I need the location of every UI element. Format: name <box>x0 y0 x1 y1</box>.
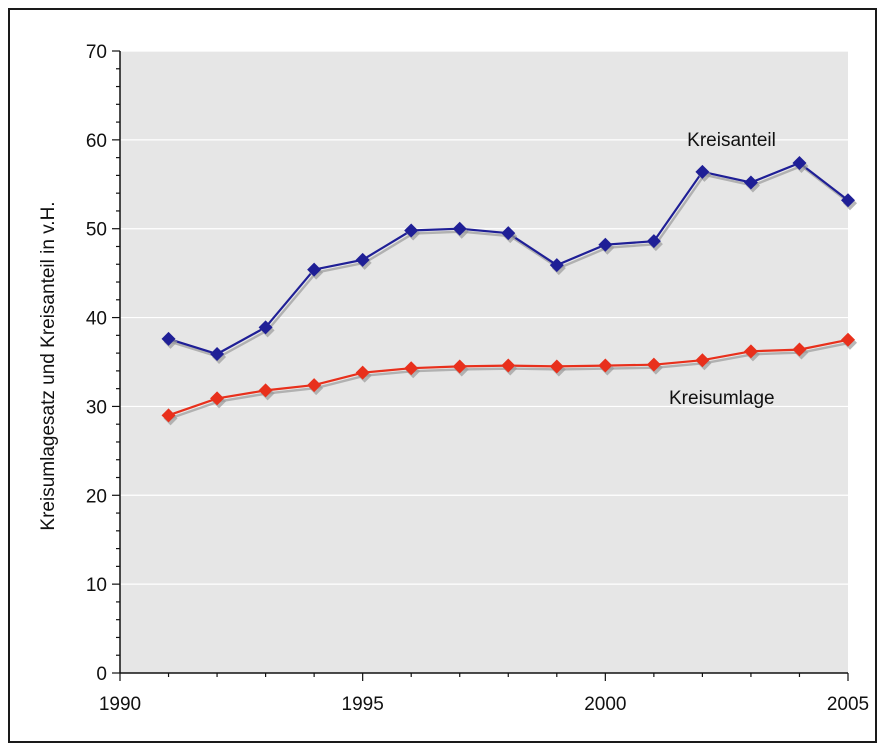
x-tick-label: 1990 <box>99 694 141 715</box>
axes <box>112 50 849 681</box>
data-point <box>841 332 855 347</box>
y-tick-label: 30 <box>86 397 107 418</box>
tick-labels: 0 10 20 30 40 50 60 70 1990 1995 2000 2005 <box>86 42 869 715</box>
y-tick-label: 40 <box>86 309 107 330</box>
data-point <box>161 331 176 346</box>
x-tick-label: 1995 <box>342 694 384 715</box>
y-tick-label: 10 <box>86 575 107 596</box>
data-point <box>355 365 370 380</box>
data-point <box>258 320 273 335</box>
data-point <box>355 252 370 267</box>
data-point <box>841 193 855 208</box>
data-point <box>307 262 322 277</box>
series-label-kreisumlage: Kreisumlage <box>669 388 775 409</box>
data-point <box>743 175 758 190</box>
data-point <box>404 361 419 376</box>
data-point <box>598 358 613 373</box>
y-tick-label: 20 <box>86 486 107 507</box>
data-point <box>501 226 516 241</box>
data-point <box>452 359 467 374</box>
data-point <box>549 258 564 273</box>
data-point <box>404 223 419 238</box>
y-tick-label: 70 <box>86 42 107 63</box>
data-point <box>307 378 322 393</box>
data-point <box>598 237 613 252</box>
line-chart: 0 10 20 30 40 50 60 70 1990 1995 2000 2005 Kreisuml… <box>38 42 869 715</box>
data-point <box>258 383 273 398</box>
data-point <box>792 155 807 170</box>
y-axis-title: Kreisumlagesatz und Kreisanteil in v.H. <box>38 201 59 530</box>
series-label-kreisanteil: Kreisanteil <box>687 130 776 151</box>
data-point <box>452 221 467 236</box>
series <box>161 155 857 426</box>
series-kreisumlage <box>161 332 857 426</box>
chart-frame: 0 10 20 30 40 50 60 70 1990 1995 2000 2005 Kreisuml… <box>8 8 877 743</box>
x-tick-label: 2000 <box>584 694 626 715</box>
data-point <box>210 347 225 362</box>
y-tick-label: 50 <box>86 220 107 241</box>
data-point <box>549 359 564 374</box>
data-point <box>501 358 516 373</box>
x-tick-label: 2005 <box>827 694 869 715</box>
data-point <box>695 353 710 368</box>
series-kreisanteil <box>161 155 857 365</box>
data-point <box>743 344 758 359</box>
data-point <box>161 408 176 423</box>
gridlines <box>120 50 848 585</box>
y-tick-label: 0 <box>96 664 107 685</box>
data-point <box>646 234 661 249</box>
data-point <box>695 164 710 179</box>
data-point <box>210 391 225 406</box>
plot-area <box>120 51 848 673</box>
data-point <box>792 342 807 357</box>
data-point <box>646 357 661 372</box>
y-tick-label: 60 <box>86 131 107 152</box>
